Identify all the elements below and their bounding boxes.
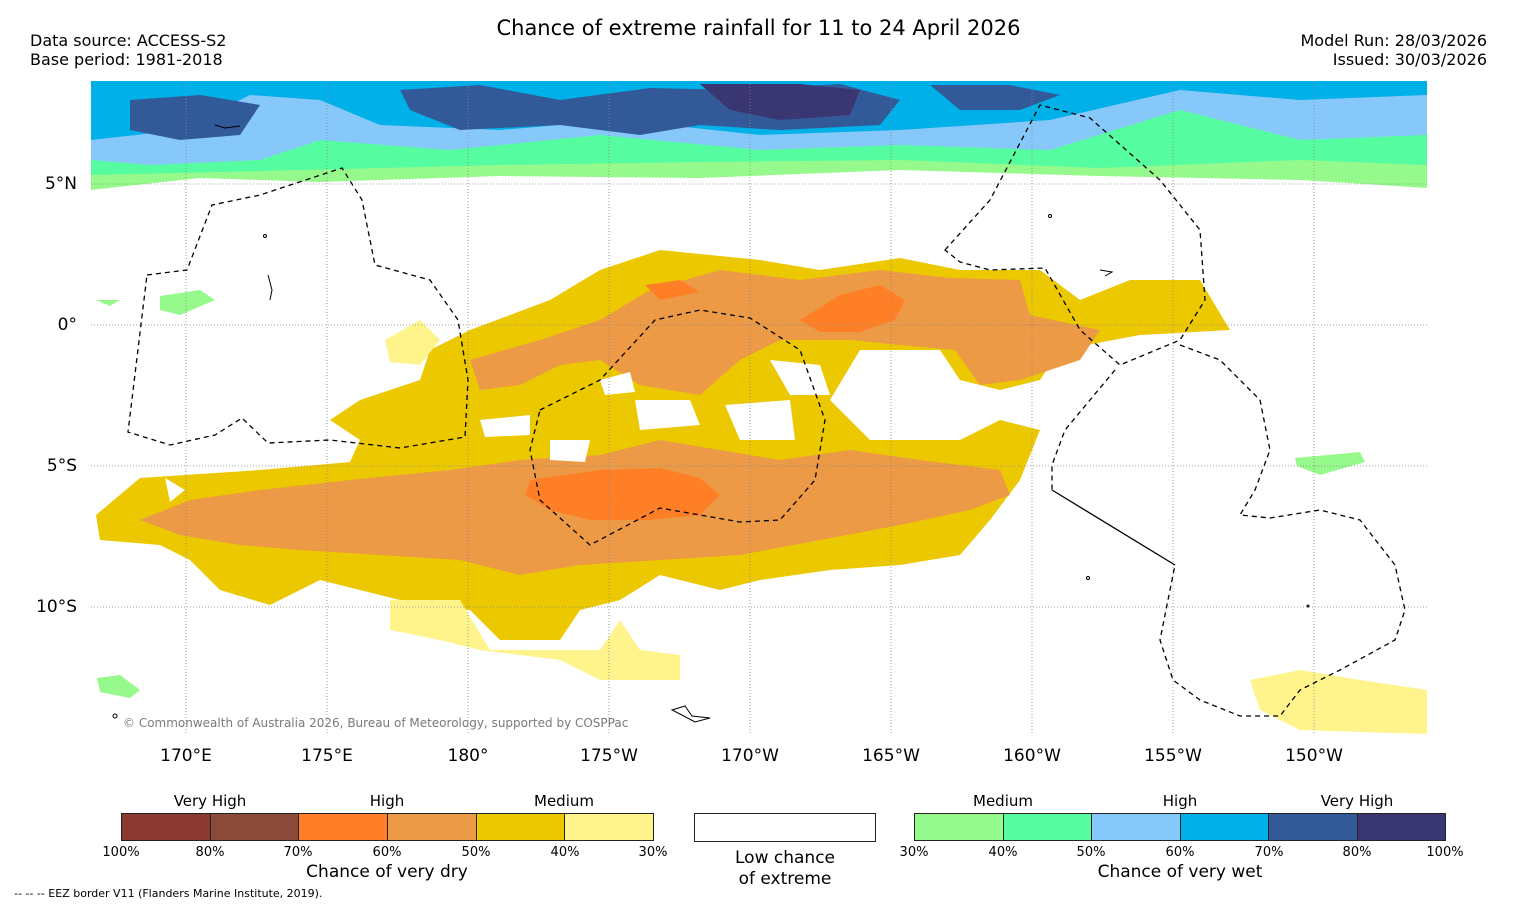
lon-label-180: 180° bbox=[448, 746, 489, 766]
dry-swatch bbox=[122, 814, 211, 840]
wet-tick: 30% bbox=[900, 845, 929, 860]
dry-tick: 40% bbox=[551, 845, 580, 860]
low-chance-label-line1: Low chance bbox=[735, 848, 835, 868]
wet-tick: 100% bbox=[1426, 845, 1463, 860]
wet-category-high: High bbox=[1163, 792, 1197, 810]
wet-tick: 50% bbox=[1077, 845, 1106, 860]
dry-swatch bbox=[388, 814, 477, 840]
dry-tick: 70% bbox=[284, 845, 313, 860]
lon-label-155w: 155°W bbox=[1144, 746, 1202, 766]
low-chance-area-2 bbox=[635, 400, 700, 430]
dry-swatch bbox=[299, 814, 388, 840]
lon-label-150w: 150°W bbox=[1285, 746, 1343, 766]
low-chance-swatch bbox=[694, 813, 876, 842]
dry-tick: 30% bbox=[639, 845, 668, 860]
lat-label-10s: 10°S bbox=[36, 597, 77, 617]
lon-label-170e: 170°E bbox=[160, 746, 212, 766]
copyright-notice: © Commonwealth of Australia 2026, Bureau… bbox=[123, 716, 628, 730]
lon-label-165w: 165°W bbox=[862, 746, 920, 766]
wet-swatch bbox=[1269, 814, 1358, 840]
dry-tick: 50% bbox=[462, 845, 491, 860]
wet-legend-label: Chance of very wet bbox=[1098, 862, 1263, 882]
lon-label-175w: 175°W bbox=[580, 746, 638, 766]
wet-swatch bbox=[1004, 814, 1093, 840]
dry-swatch bbox=[477, 814, 566, 840]
dry-category-very-high: Very High bbox=[174, 792, 247, 810]
wet-swatch bbox=[1358, 814, 1446, 840]
wet-tick: 70% bbox=[1255, 845, 1284, 860]
lon-label-160w: 160°W bbox=[1003, 746, 1061, 766]
wet-category-medium: Medium bbox=[973, 792, 1033, 810]
eez-border-note: -- -- -- EEZ border V11 (Flanders Marine… bbox=[14, 887, 322, 900]
dry-category-medium: Medium bbox=[534, 792, 594, 810]
dry-colorbar bbox=[121, 813, 654, 841]
dry-swatch bbox=[565, 814, 653, 840]
wet-region-very-high-3 bbox=[130, 95, 260, 140]
lat-label-0: 0° bbox=[58, 315, 77, 335]
wet-tick: 80% bbox=[1343, 845, 1372, 860]
wet-swatch bbox=[915, 814, 1004, 840]
wet-category-very-high: Very High bbox=[1321, 792, 1394, 810]
lon-label-175e: 175°E bbox=[301, 746, 353, 766]
lat-label-5n: 5°N bbox=[45, 174, 77, 194]
lat-label-5s: 5°S bbox=[47, 456, 77, 476]
dry-category-high: High bbox=[370, 792, 404, 810]
dry-tick: 60% bbox=[373, 845, 402, 860]
wet-swatch bbox=[1181, 814, 1270, 840]
wet-tick: 60% bbox=[1166, 845, 1195, 860]
wet-swatch bbox=[1092, 814, 1181, 840]
rainfall-map bbox=[0, 0, 1517, 780]
lon-label-170w: 170°W bbox=[721, 746, 779, 766]
low-chance-label-line2: of extreme bbox=[739, 869, 832, 889]
dry-tick: 80% bbox=[196, 845, 225, 860]
low-chance-area-5 bbox=[550, 440, 590, 462]
dry-swatch bbox=[211, 814, 300, 840]
wet-colorbar bbox=[914, 813, 1446, 841]
wet-tick: 40% bbox=[989, 845, 1018, 860]
dry-legend-label: Chance of very dry bbox=[306, 862, 468, 882]
dry-tick: 100% bbox=[102, 845, 139, 860]
